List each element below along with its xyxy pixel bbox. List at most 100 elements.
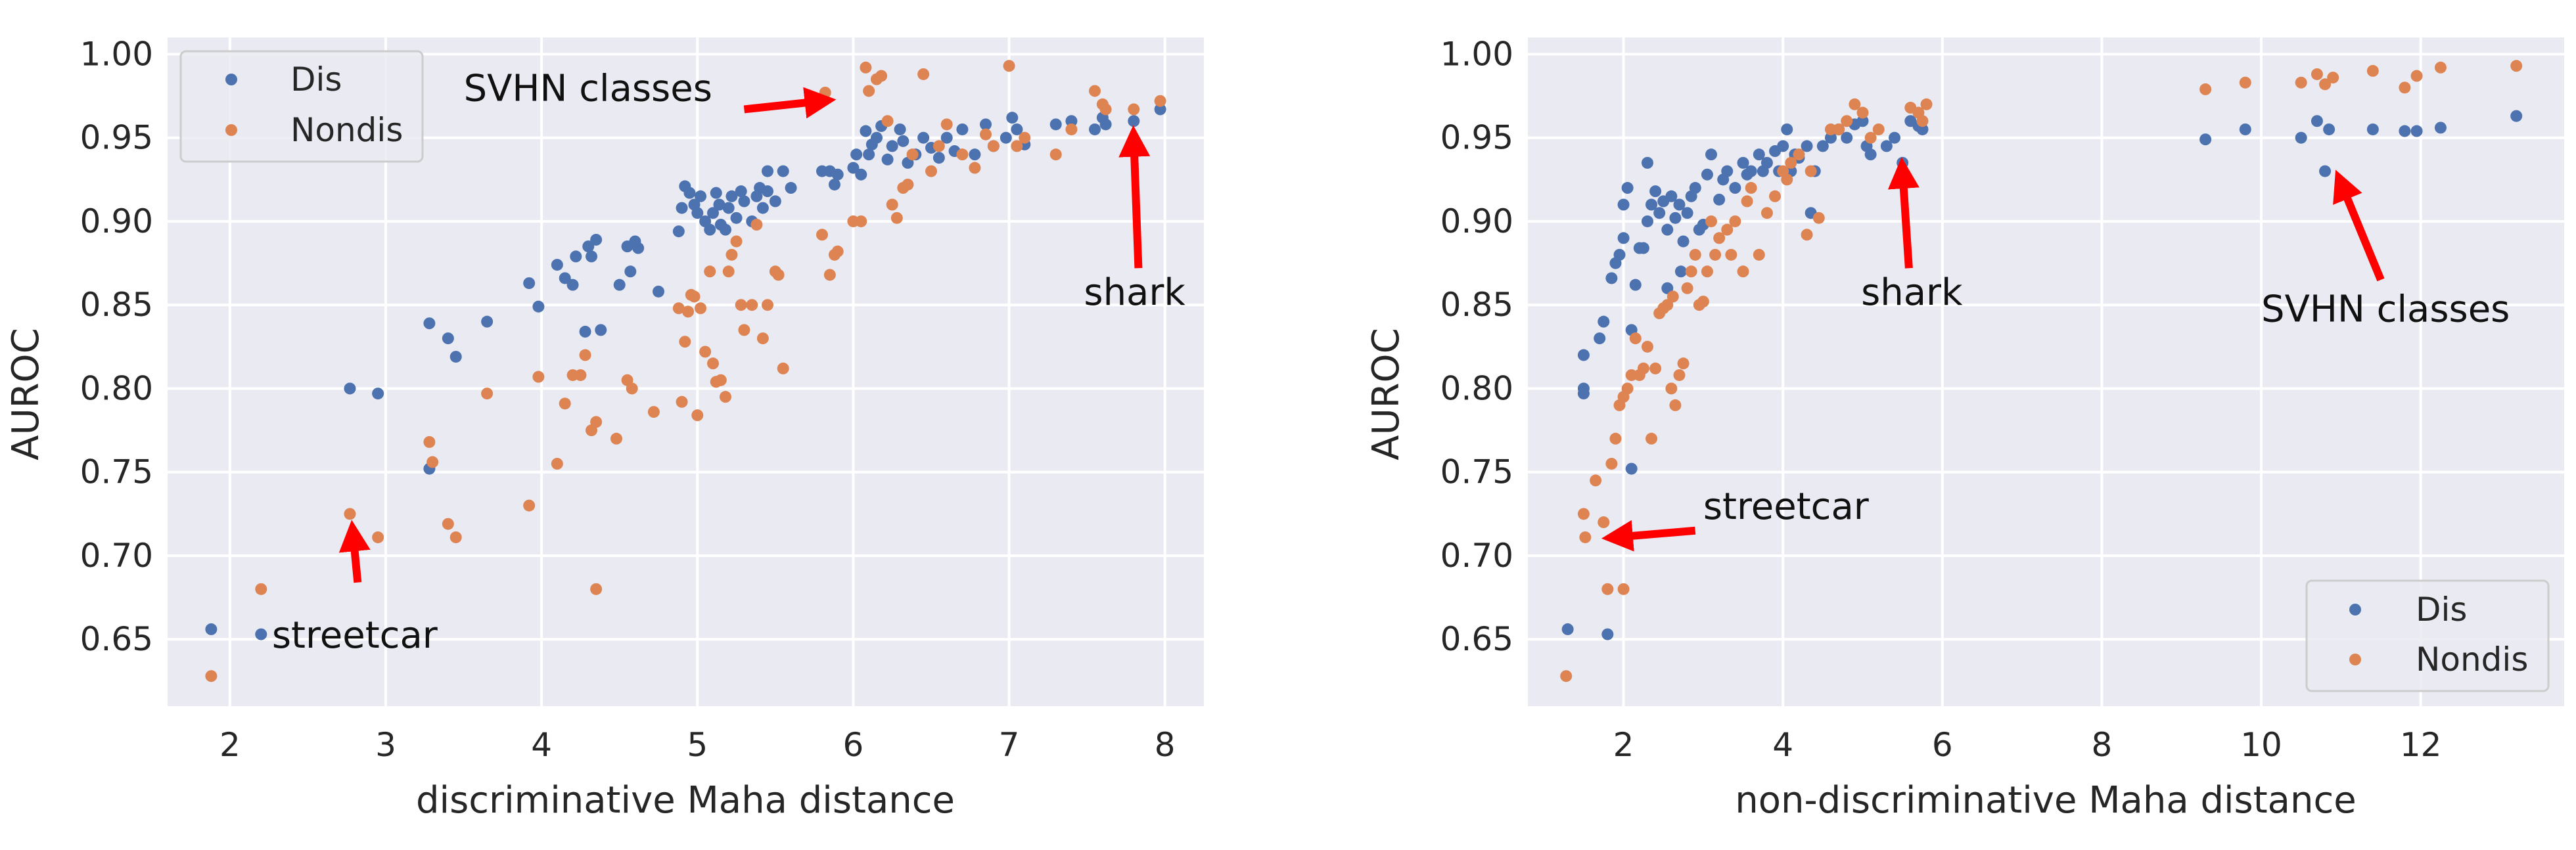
point-nondis-left [738,324,750,336]
point-dis-right [1801,140,1813,152]
point-dis-right [1641,215,1653,227]
point-dis-left [551,259,563,271]
legend-marker-nondis-right [2349,654,2361,665]
point-nondis-left [777,362,789,374]
point-nondis-right [1856,106,1869,119]
point-nondis-right [1841,115,1853,127]
point-nondis-right [1801,229,1813,241]
point-dis-left [205,623,218,635]
point-nondis-right [2311,68,2323,80]
point-dis-right [1841,131,1853,144]
point-nondis-right [1677,357,1690,370]
point-dis-right [1753,148,1765,161]
point-dis-right [2199,133,2212,146]
grid-left [168,37,1204,706]
point-nondis-left [344,508,356,520]
point-nondis-right [1745,182,1757,194]
point-nondis-left [707,357,719,370]
point-nondis-right [1737,265,1749,278]
point-nondis-left [855,215,867,227]
point-dis-left [847,162,860,174]
point-dis-right [1577,349,1590,361]
point-nondis-left [902,178,914,190]
point-nondis-right [1605,457,1618,470]
point-dis-left [559,272,571,284]
point-nondis-left [672,302,685,315]
point-nondis-right [1721,223,1734,236]
point-dis-left [969,148,981,161]
point-nondis-right [2434,61,2447,74]
point-nondis-left [442,518,454,530]
point-nondis-right [1669,399,1682,411]
point-nondis-left [1049,148,1062,161]
point-nondis-left [714,374,727,386]
point-nondis-right [1617,583,1630,595]
y-tick-label-right: 1.00 [1440,35,1513,73]
point-dis-right [2510,110,2523,122]
point-nondis-left [772,269,785,281]
point-dis-left [738,195,750,208]
point-nondis-right [2399,81,2411,94]
point-nondis-right [1833,123,1845,135]
point-dis-left [1065,115,1078,127]
point-nondis-right [1673,369,1686,382]
point-dis-right [1816,140,1829,152]
x-tick-label-left: 5 [687,726,708,764]
point-nondis-left [881,115,894,127]
legend-right: Dis Nondis [2305,579,2550,692]
point-dis-right [1705,148,1718,161]
point-nondis-left [1128,103,1140,116]
grid-right [1528,37,2564,706]
point-nondis-left [940,118,953,131]
point-dis-right [1669,212,1682,224]
point-dis-right [1601,628,1614,640]
x-tick-label-left: 6 [843,726,864,764]
annotation-arrow-right [1601,520,1696,552]
point-nondis-right [1793,148,1805,161]
point-nondis-left [551,457,563,470]
point-nondis-left [679,336,691,348]
point-dis-left [855,168,867,181]
point-dis-right [2410,125,2423,137]
point-nondis-right [1689,248,1701,261]
point-nondis-left [205,670,218,682]
point-nondis-left [1089,85,1101,97]
point-nondis-left [590,583,603,595]
point-nondis-right [1785,156,1797,169]
chart-left: 2 3 4 5 6 7 80.650.700.750.800.850.900.951.00 … [5,35,1204,822]
point-dis-left [676,202,688,214]
point-nondis-right [2239,76,2251,89]
point-dis-left [722,202,735,214]
point-nondis-left [449,531,462,543]
point-dis-left [940,131,953,144]
point-nondis-right [1609,432,1622,445]
point-nondis-left [762,299,773,311]
point-dis-left [871,131,883,144]
annotations-right: shark streetcar SVHN classes [1601,157,2510,552]
point-nondis-right [1701,265,1713,278]
point-dis-left [785,182,797,194]
point-nondis-right [1577,508,1590,520]
point-nondis-right [1621,382,1634,395]
point-dis-left [886,140,898,152]
point-dis-right [1897,156,1909,169]
point-dis-right [2311,115,2323,127]
point-nondis-left [481,388,494,400]
legend-label-nondis-right: Nondis [2416,640,2528,679]
point-dis-right [2434,122,2447,134]
point-dis-left [831,168,844,181]
point-dis-right [1613,248,1626,261]
point-dis-right [1745,165,1757,177]
point-dis-left [372,388,384,400]
point-nondis-left [647,406,660,418]
point-nondis-left [735,299,747,311]
point-nondis-right [2510,60,2523,72]
y-tick-label-right: 0.75 [1440,453,1513,491]
point-dis-right [2319,165,2332,177]
point-dis-left [344,382,356,395]
x-tick-label-left: 8 [1155,726,1176,764]
annotation-arrow-left [1118,125,1151,269]
point-nondis-left [610,432,622,445]
ticks-right: 2 4 6 8 10 12 0.65 0.70 0.75 0.80 0.85 0.90 0.95 1.00 [1440,35,2442,764]
point-nondis-left [746,299,758,311]
